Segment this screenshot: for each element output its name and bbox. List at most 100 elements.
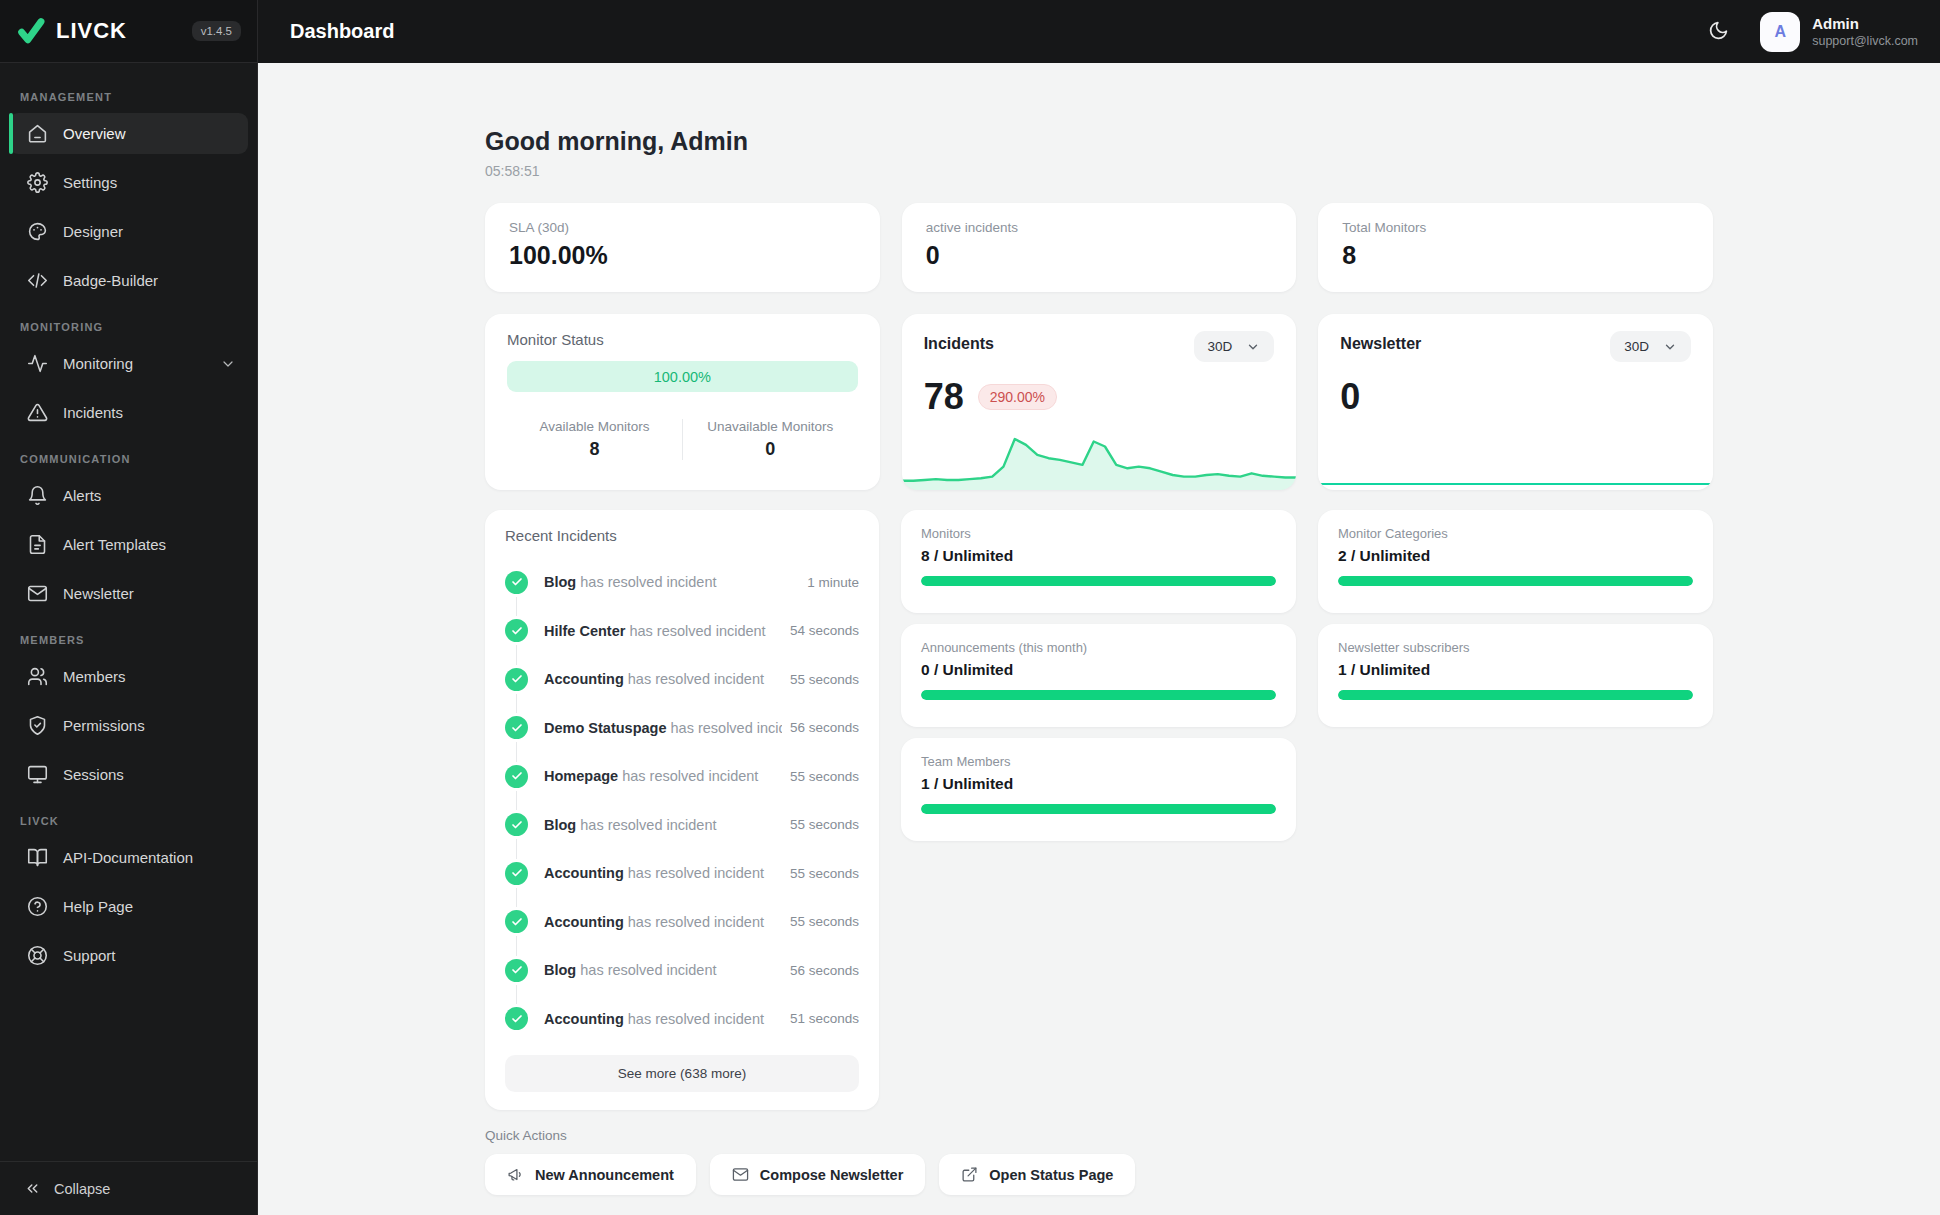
book-open-icon — [27, 847, 48, 868]
user-email: support@livck.com — [1812, 34, 1918, 48]
nav-section: MEMBERS Members Permissions Sessions — [0, 634, 257, 795]
incident-text: Blog has resolved incident — [544, 574, 799, 590]
incident-time: 51 seconds — [790, 1011, 859, 1026]
incident-resolved-text: has resolved incident — [629, 623, 765, 639]
warning-triangle-icon — [27, 402, 48, 423]
sidebar-item-alert-templates[interactable]: Alert Templates — [9, 524, 248, 565]
sidebar-item-overview[interactable]: Overview — [9, 113, 248, 154]
newsletter-range-value: 30D — [1624, 339, 1649, 354]
sidebar-item-label: Sessions — [63, 766, 124, 783]
incident-monitor-name: Demo Statuspage — [544, 720, 666, 736]
theme-toggle-button[interactable] — [1698, 12, 1738, 52]
file-text-icon — [27, 534, 48, 555]
quick-actions-label: Quick Actions — [485, 1128, 1713, 1143]
incident-row[interactable]: Blog has resolved incident55 seconds — [505, 801, 859, 850]
avatar: A — [1760, 12, 1800, 52]
nav-section: MANAGEMENTOverviewSettingsDesignerBadge-… — [0, 91, 257, 301]
incident-resolved-text: has resolved incident — [671, 720, 782, 736]
sidebar-logo-row: LIVCK v1.4.5 — [0, 0, 257, 63]
sidebar-item-label: Help Page — [63, 898, 133, 915]
usage-progress-bar — [921, 576, 1276, 586]
see-more-button[interactable]: See more (638 more) — [505, 1055, 859, 1092]
incident-resolved-text: has resolved incident — [580, 817, 716, 833]
nav-section: COMMUNICATIONAlertsAlert TemplatesNewsle… — [0, 453, 257, 614]
sidebar-nav: MANAGEMENTOverviewSettingsDesignerBadge-… — [0, 63, 257, 1161]
check-circle-icon — [505, 571, 528, 594]
sidebar-item-sessions[interactable]: Sessions — [9, 754, 248, 795]
incidents-range-select[interactable]: 30D — [1194, 331, 1275, 362]
nav-section-label: MEMBERS — [20, 634, 257, 646]
sidebar-item-badge-builder[interactable]: Badge-Builder — [9, 260, 248, 301]
incident-row[interactable]: Blog has resolved incident56 seconds — [505, 946, 859, 995]
sidebar-item-label: Monitoring — [63, 355, 133, 372]
incident-row[interactable]: Accounting has resolved incident51 secon… — [505, 995, 859, 1044]
sidebar-item-label: Designer — [63, 223, 123, 240]
available-monitors-label: Available Monitors — [507, 419, 682, 434]
incident-row[interactable]: Blog has resolved incident1 minute — [505, 558, 859, 607]
monitor-status-title: Monitor Status — [507, 331, 858, 348]
usage-label: Announcements (this month) — [921, 640, 1276, 655]
newsletter-range-select[interactable]: 30D — [1610, 331, 1691, 362]
sidebar-item-help-page[interactable]: Help Page — [9, 886, 248, 927]
incident-time: 55 seconds — [790, 914, 859, 929]
chevron-down-icon — [1663, 340, 1677, 354]
incident-row[interactable]: Accounting has resolved incident 55 secon… — [505, 898, 859, 947]
monitor-status-card: Monitor Status 100.00% Available Monitor… — [485, 314, 880, 490]
stat-card-total-monitors: Total Monitors8 — [1318, 203, 1713, 292]
incident-row[interactable]: Homepage has resolved incident55 seconds — [505, 752, 859, 801]
collapse-label: Collapse — [54, 1181, 110, 1197]
nav-section-label: LIVCK — [20, 815, 257, 827]
sidebar-item-label: Settings — [63, 174, 117, 191]
new-announcement-button[interactable]: New Announcement — [485, 1154, 696, 1195]
sidebar-item-newsletter[interactable]: Newsletter — [9, 573, 248, 614]
chevrons-left-icon — [24, 1180, 41, 1197]
nav-section: MONITORINGMonitoringIncidents — [0, 321, 257, 433]
sidebar-item-settings[interactable]: Settings — [9, 162, 248, 203]
incident-row[interactable]: Hilfe Center has resolved incident54 sec… — [505, 607, 859, 656]
greeting-clock: 05:58:51 — [485, 163, 1713, 179]
incident-row[interactable]: Accounting has resolved incident55 secon… — [505, 849, 859, 898]
usage-progress-bar — [1338, 690, 1693, 700]
stat-card-active-incidents: active incidents0 — [902, 203, 1297, 292]
incident-row[interactable]: Demo Statuspage has resolved incident56 … — [505, 704, 859, 753]
sidebar-item-api-documentation[interactable]: API-Documentation — [9, 837, 248, 878]
code-icon — [27, 270, 48, 291]
megaphone-icon — [507, 1166, 524, 1183]
chevron-down-icon — [1246, 340, 1260, 354]
incidents-sparkline-chart — [902, 432, 1297, 490]
incident-row[interactable]: Accounting has resolved incident55 secon… — [505, 655, 859, 704]
sidebar-item-label: Newsletter — [63, 585, 134, 602]
sidebar-item-permissions[interactable]: Permissions — [9, 705, 248, 746]
sidebar-item-incidents[interactable]: Incidents — [9, 392, 248, 433]
palette-icon — [27, 221, 48, 242]
bell-icon — [27, 485, 48, 506]
compose-newsletter-button[interactable]: Compose Newsletter — [710, 1154, 925, 1195]
quick-action-label: New Announcement — [535, 1167, 674, 1183]
open-status-page-button[interactable]: Open Status Page — [939, 1154, 1135, 1195]
sidebar-item-monitoring[interactable]: Monitoring — [9, 343, 248, 384]
quick-action-label: Open Status Page — [989, 1167, 1113, 1183]
collapse-button[interactable]: Collapse — [0, 1161, 257, 1215]
usage-value: 0 / Unlimited — [921, 661, 1276, 679]
sidebar-item-designer[interactable]: Designer — [9, 211, 248, 252]
usage-label: Monitors — [921, 526, 1276, 541]
sidebar-item-support[interactable]: Support — [9, 935, 248, 976]
incident-time: 55 seconds — [790, 817, 859, 832]
sidebar-item-members[interactable]: Members — [9, 656, 248, 697]
usage-card-monitors: Monitors8 / Unlimited — [901, 510, 1296, 613]
incident-monitor-name: Blog — [544, 962, 576, 978]
newsletter-card: Newsletter 30D 0 — [1318, 314, 1713, 490]
sidebar-item-alerts[interactable]: Alerts — [9, 475, 248, 516]
stats-row: SLA (30d)100.00%active incidents0Total M… — [485, 203, 1713, 292]
incidents-delta-badge: 290.00% — [978, 384, 1057, 410]
recent-incidents-list: Blog has resolved incident1 minuteHilfe … — [505, 558, 859, 1043]
sidebar-item-label: Members — [63, 668, 126, 685]
moon-icon — [1708, 20, 1729, 44]
nav-section: LIVCK API-Documentation Help Page Support — [0, 815, 257, 976]
incident-time: 54 seconds — [790, 623, 859, 638]
stat-value: 0 — [926, 241, 1273, 270]
greeting-title: Good morning, Admin — [485, 127, 1713, 156]
user-menu[interactable]: A Admin support@livck.com — [1760, 12, 1918, 52]
incident-text: Accounting has resolved incident — [544, 914, 782, 930]
chevron-down-icon[interactable] — [220, 356, 236, 372]
